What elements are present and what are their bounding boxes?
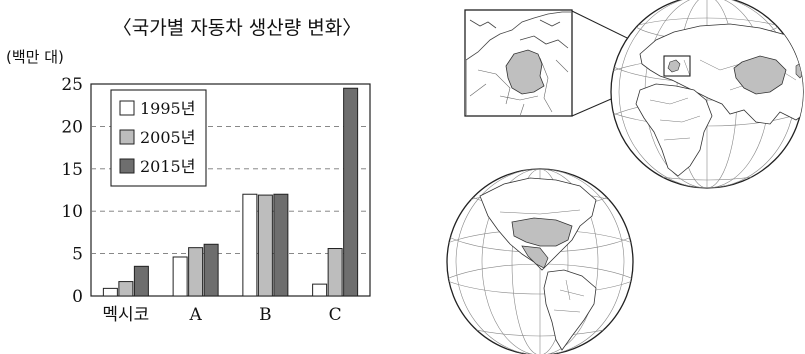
globe-eurasia-africa: [610, 0, 804, 189]
globe-a-africa: [635, 83, 713, 177]
globe-b-highlighted-usa: [511, 217, 573, 247]
bar-0-2: [133, 265, 149, 297]
x-tick-labels: 멕시코 A B C: [102, 305, 341, 325]
x-tick-label: C: [329, 305, 342, 325]
inset-borders: [469, 57, 569, 115]
globe-a-highlighted-germany: [667, 59, 681, 73]
y-tick-label: 20: [61, 117, 83, 137]
x-tick-label: 멕시코: [102, 305, 149, 325]
legend-label-1: 2005년: [140, 128, 195, 147]
plot-frame: [90, 83, 371, 297]
bars: [102, 87, 359, 297]
bar-chart: 〈국가별 자동차 생산량 변화〉 (백만 대) 0 5 10 15 20 25 멕시코 A B…: [6, 17, 371, 325]
legend-label-2: 2015년: [140, 157, 195, 176]
y-tick-label: 0: [72, 287, 83, 307]
legend: 1995년 2005년 2015년: [110, 89, 207, 187]
chart-title: 〈국가별 자동차 생산량 변화〉: [113, 17, 361, 39]
bar-3-1: [327, 248, 343, 297]
bar-0-0: [102, 287, 118, 297]
bar-3-0: [312, 283, 328, 297]
globe-b-borders: [499, 209, 585, 313]
globe-a-eurasia: [639, 23, 803, 125]
inset-coast-detail: [469, 19, 569, 49]
globe-a-inset-marker: [663, 55, 691, 77]
globe-a-highlighted-china: [733, 55, 787, 95]
globe-b-highlighted-mexico: [521, 245, 549, 269]
bar-0-1: [118, 281, 134, 297]
y-tick-labels: 0 5 10 15 20 25: [61, 75, 83, 307]
y-tick-label: 5: [72, 245, 83, 265]
bar-2-2: [273, 193, 289, 297]
globe-americas: [446, 168, 634, 354]
bar-2-1: [257, 194, 273, 297]
y-axis-label: (백만 대): [6, 48, 64, 66]
y-tick-label: 15: [61, 160, 83, 180]
x-tick-label: B: [259, 305, 272, 325]
inset-map-europe: [464, 9, 573, 117]
y-tick-label: 10: [61, 202, 83, 222]
bar-2-0: [242, 193, 258, 297]
bar-1-0: [172, 256, 188, 297]
bar-1-1: [188, 247, 204, 297]
legend-swatch-1: [119, 129, 135, 145]
legend-swatch-0: [119, 100, 135, 116]
globe-b-south-america: [543, 269, 597, 351]
inset-highlighted-country: [505, 49, 545, 95]
bar-1-2: [203, 243, 219, 297]
legend-swatch-2: [119, 158, 135, 174]
x-tick-label: A: [188, 305, 202, 325]
legend-label-0: 1995년: [140, 99, 195, 118]
bar-3-2: [343, 87, 359, 297]
y-tick-label: 25: [61, 75, 83, 95]
